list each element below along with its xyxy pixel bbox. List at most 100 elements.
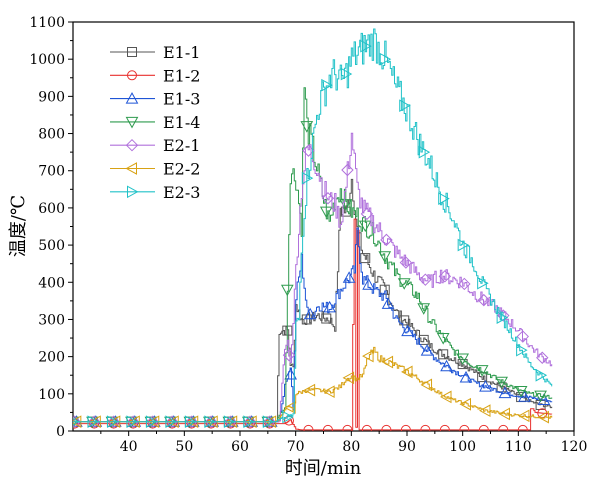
- data-point-marker: [360, 207, 374, 221]
- data-point-marker: [323, 385, 335, 399]
- data-point-marker: [243, 415, 255, 429]
- data-point-marker: [401, 365, 413, 379]
- data-point-marker: [420, 344, 434, 356]
- data-point-marker: [419, 273, 432, 286]
- data-point-marker: [399, 256, 413, 269]
- legend-label: E2-1: [163, 136, 200, 155]
- data-point-marker: [223, 415, 236, 429]
- data-point-marker: [496, 311, 509, 324]
- x-tick-label: 110: [505, 439, 532, 455]
- data-point-marker: [439, 424, 450, 431]
- data-point-marker: [458, 277, 471, 291]
- data-point-marker: [381, 424, 392, 431]
- series-layer: [73, 28, 553, 431]
- data-point-marker: [263, 415, 276, 428]
- data-point-marker: [322, 424, 333, 431]
- data-point-marker: [73, 418, 80, 426]
- legend-item-E1-3: E1-3: [110, 90, 200, 109]
- data-point-marker: [204, 415, 218, 428]
- legend-marker-icon: [125, 92, 139, 104]
- data-point-marker: [536, 351, 549, 364]
- data-point-marker: [303, 383, 316, 397]
- data-point-marker: [397, 278, 411, 290]
- data-point-marker: [321, 192, 335, 205]
- legend-marker-icon: [125, 116, 139, 129]
- legend-label: E1-1: [163, 43, 200, 62]
- data-point-marker: [399, 315, 410, 326]
- data-point-marker: [321, 78, 333, 92]
- data-point-marker: [342, 371, 355, 385]
- series-E2-2: [73, 346, 553, 429]
- x-tick-label: 90: [398, 439, 416, 455]
- data-point-marker: [418, 145, 431, 159]
- data-point-marker: [456, 353, 470, 366]
- data-point-marker: [358, 220, 372, 233]
- data-point-marker: [381, 297, 395, 309]
- data-point-marker: [379, 284, 390, 295]
- legend-item-E2-2: E2-2: [110, 160, 200, 179]
- data-point-marker: [378, 251, 392, 263]
- data-point-marker: [479, 380, 492, 392]
- data-point-marker: [341, 163, 354, 177]
- legend-item-E1-1: E1-1: [110, 43, 200, 62]
- data-point-marker: [282, 348, 296, 362]
- data-point-marker: [87, 415, 101, 428]
- data-point-marker: [535, 368, 548, 382]
- data-point-marker: [517, 409, 530, 423]
- data-point-marker: [262, 415, 275, 429]
- legend-item-E1-2: E1-2: [110, 66, 200, 85]
- series-E2-3: [73, 28, 553, 429]
- data-point-marker: [340, 67, 353, 81]
- y-tick-label: 700: [38, 164, 65, 180]
- y-tick-label: 200: [38, 350, 65, 366]
- legend-label: E2-2: [163, 160, 200, 179]
- series-E1-3: [73, 227, 553, 427]
- legend-marker-icon: [125, 162, 137, 175]
- data-point-marker: [126, 415, 138, 429]
- data-point-marker: [537, 410, 549, 424]
- x-tick-label: 70: [287, 439, 305, 455]
- data-point-marker: [184, 415, 197, 429]
- legend-item-E2-3: E2-3: [110, 183, 200, 202]
- data-point-marker: [459, 424, 470, 431]
- y-tick-label: 800: [38, 127, 65, 143]
- x-axis-title: 时间/min: [285, 458, 362, 479]
- y-tick-label: 500: [38, 238, 65, 254]
- data-point-marker: [107, 415, 120, 428]
- x-tick-label: 50: [175, 439, 193, 455]
- data-point-marker: [498, 407, 510, 421]
- data-point-marker: [361, 424, 372, 431]
- data-point-marker: [360, 39, 372, 53]
- data-point-marker: [224, 415, 237, 428]
- data-point-marker: [478, 404, 491, 417]
- data-point-marker: [438, 270, 452, 283]
- data-point-marker: [477, 293, 491, 307]
- data-point-marker: [516, 330, 529, 343]
- y-tick-label: 1100: [29, 15, 65, 31]
- legend-label: E1-4: [163, 113, 200, 132]
- data-point-marker: [439, 390, 452, 404]
- data-point-marker: [438, 349, 449, 360]
- series-E1-2: [73, 218, 553, 431]
- data-point-marker: [165, 415, 179, 428]
- legend: E1-1 E1-2 E1-3 E1-4 E2-1 E2-2 E2-3: [110, 43, 200, 202]
- x-tick-label: 80: [342, 439, 360, 455]
- data-point-marker: [126, 415, 140, 428]
- data-point-marker: [417, 303, 431, 315]
- data-point-marker: [87, 415, 100, 429]
- data-point-marker: [362, 349, 374, 363]
- legend-marker-icon: [127, 70, 137, 81]
- legend-marker-icon: [127, 47, 137, 57]
- data-point-marker: [379, 52, 392, 66]
- data-point-marker: [106, 415, 119, 429]
- legend-label: E2-3: [163, 183, 200, 202]
- y-tick-label: 300: [38, 312, 65, 328]
- data-point-marker: [440, 359, 453, 372]
- y-tick-label: 0: [56, 424, 65, 440]
- data-point-marker: [459, 370, 473, 383]
- legend-item-E1-4: E1-4: [110, 113, 200, 132]
- data-point-marker: [420, 378, 433, 392]
- data-point-marker: [400, 424, 411, 431]
- data-point-marker: [73, 415, 81, 428]
- data-point-marker: [243, 415, 257, 428]
